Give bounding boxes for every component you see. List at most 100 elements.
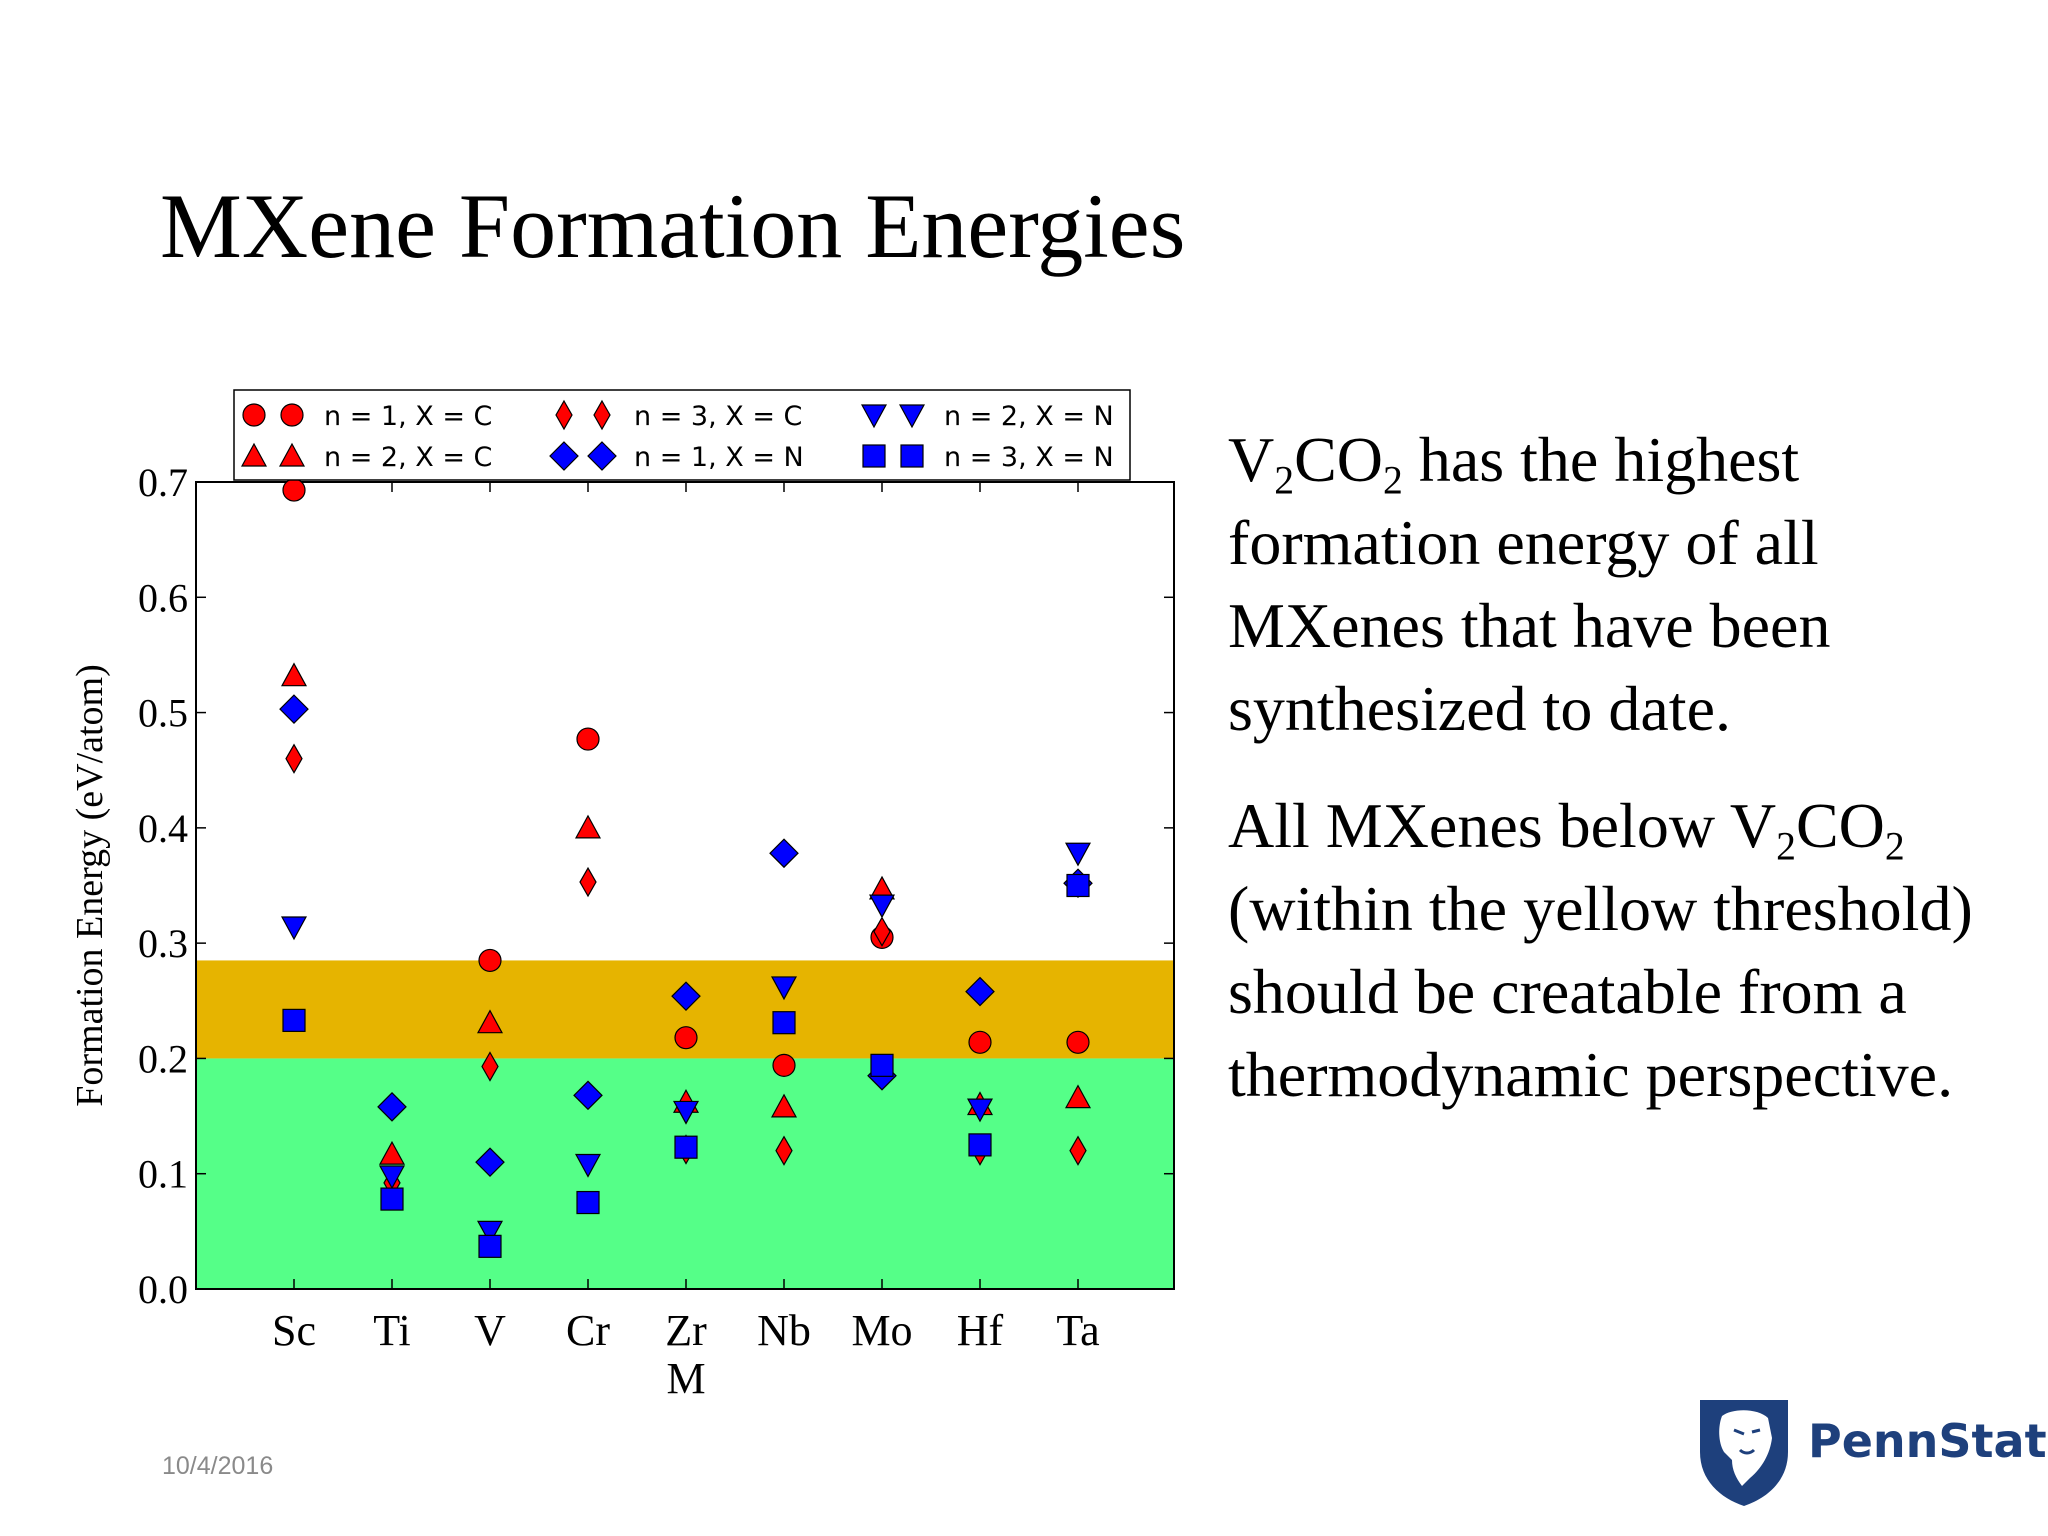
point-square-sc xyxy=(282,1008,306,1032)
legend-marker-triangle-down xyxy=(860,404,888,429)
legend-label: n = 2, X = C xyxy=(324,442,492,473)
legend-marker-square xyxy=(862,444,886,468)
point-diamond-sc xyxy=(279,694,309,724)
point-triangle-up-v xyxy=(476,1009,504,1034)
point-thin-diamond-ta xyxy=(1069,1135,1087,1166)
point-triangle-down-ti xyxy=(378,1165,406,1190)
legend-marker-circle xyxy=(280,403,304,427)
point-thin-diamond-cr xyxy=(579,866,597,898)
x-tick-label: Cr xyxy=(566,1306,610,1355)
data-points xyxy=(279,478,1093,1258)
point-square-hf xyxy=(968,1133,992,1157)
formula-v: V xyxy=(1228,424,1275,495)
x-tick-label: Ti xyxy=(373,1306,411,1355)
point-square-ta xyxy=(1066,873,1090,898)
legend-label: n = 1, X = C xyxy=(324,401,492,432)
nittany-lion-shield-icon xyxy=(1700,1400,1788,1506)
legend-marker-diamond xyxy=(549,441,579,471)
point-triangle-up-ti xyxy=(378,1140,406,1165)
point-diamond-zr xyxy=(671,981,701,1012)
point-thin-diamond-nb xyxy=(775,1135,793,1166)
point-circle-cr xyxy=(576,727,600,751)
y-axis-ticks: 0.0 0.1 0.2 0.3 0.4 0.5 0.6 0.7 xyxy=(138,460,1174,1312)
logo-wordmark: PennState xyxy=(1808,1414,2048,1468)
y-axis-label: Formation Energy (eV/atom) xyxy=(69,664,111,1107)
paragraph-text: has the highest formation energy of all … xyxy=(1228,424,1831,744)
point-circle-v xyxy=(478,948,502,973)
point-triangle-down-mo xyxy=(868,894,896,919)
point-thin-diamond-mo xyxy=(873,916,891,947)
legend-label: n = 3, X = N xyxy=(944,442,1114,473)
point-triangle-down-nb xyxy=(770,976,798,1001)
y-tick-label: 0.5 xyxy=(138,691,188,736)
point-triangle-up-nb xyxy=(770,1093,798,1118)
slide-date: 10/4/2016 xyxy=(162,1452,274,1480)
point-square-cr xyxy=(576,1190,600,1215)
point-diamond-cr xyxy=(573,1080,603,1111)
point-square-ti xyxy=(380,1187,404,1211)
point-diamond-ti xyxy=(377,1091,407,1122)
point-triangle-up-ta xyxy=(1064,1084,1092,1109)
y-tick-label: 0.2 xyxy=(138,1036,188,1081)
legend-marker-square xyxy=(900,444,924,468)
paragraph-threshold: All MXenes below V2CO2 (within the yello… xyxy=(1228,784,1988,1116)
x-tick-label: Mo xyxy=(851,1306,912,1355)
point-diamond-hf xyxy=(965,976,995,1007)
point-thin-diamond-v xyxy=(481,1051,499,1082)
formula-subscript: 2 xyxy=(1776,824,1796,869)
legend-marker-triangle-up xyxy=(240,442,268,467)
x-tick-label: Nb xyxy=(757,1306,811,1355)
point-triangle-down-sc xyxy=(280,916,308,941)
point-circle-hf xyxy=(968,1030,992,1054)
point-thin-diamond-sc xyxy=(285,743,303,774)
legend-box xyxy=(233,389,1131,481)
paragraph-text: (within the yellow threshold) should be … xyxy=(1228,873,1973,1110)
y-tick-label: 0.1 xyxy=(138,1152,188,1197)
y-tick-label: 0.4 xyxy=(138,806,188,851)
point-square-v xyxy=(478,1234,502,1258)
slide-title: MXene Formation Energies xyxy=(160,175,1186,277)
x-axis-label: M xyxy=(666,1354,705,1403)
plot-frame xyxy=(195,481,1175,1290)
legend-marker-triangle-down xyxy=(898,404,926,429)
x-tick-label: Sc xyxy=(272,1306,316,1355)
x-tick-label: Hf xyxy=(957,1306,1004,1355)
point-triangle-down-zr xyxy=(672,1100,700,1125)
point-triangle-down-ta xyxy=(1064,842,1092,867)
point-diamond-nb xyxy=(769,838,799,869)
point-circle-nb xyxy=(772,1053,796,1077)
legend-marker-thin-diamond xyxy=(593,399,611,431)
y-tick-label: 0.3 xyxy=(138,921,188,966)
x-axis-ticks: Sc Ti V Cr Zr Nb Mo Hf Ta xyxy=(272,482,1100,1355)
x-tick-label: Zr xyxy=(665,1306,707,1355)
point-triangle-down-cr xyxy=(574,1153,602,1178)
point-triangle-down-v xyxy=(476,1220,504,1245)
slide-body: V2CO2 has the highest formation energy o… xyxy=(1228,418,1988,1150)
point-circle-zr xyxy=(674,1026,698,1050)
legend-label: n = 1, X = N xyxy=(634,442,804,473)
x-tick-label: V xyxy=(474,1306,506,1355)
point-circle-ta xyxy=(1066,1030,1090,1054)
y-tick-label: 0.6 xyxy=(138,575,188,620)
formula-v: V xyxy=(1729,790,1777,861)
legend: n = 1, X = C n = 2, X = C n = 3, X = C n = … xyxy=(233,389,1131,481)
y-tick-label: 0.0 xyxy=(138,1267,188,1312)
legend-marker-diamond xyxy=(587,441,617,471)
point-triangle-up-cr xyxy=(574,814,602,839)
formula-co: CO xyxy=(1795,790,1885,861)
y-tick-label: 0.7 xyxy=(138,460,188,505)
formula-co: CO xyxy=(1294,424,1383,495)
legend-label: n = 3, X = C xyxy=(634,401,802,432)
paragraph-text: All MXenes below xyxy=(1228,790,1730,861)
legend-marker-thin-diamond xyxy=(555,399,573,431)
legend-marker-circle xyxy=(242,403,266,427)
point-square-mo xyxy=(870,1053,894,1077)
legend-marker-triangle-up xyxy=(278,442,306,467)
point-circle-sc xyxy=(282,478,306,502)
formula-subscript: 2 xyxy=(1382,458,1403,503)
pennstate-logo: PennState xyxy=(1692,1394,2048,1514)
point-square-nb xyxy=(772,1011,796,1035)
x-tick-label: Ta xyxy=(1056,1306,1099,1355)
point-square-zr xyxy=(674,1135,698,1159)
